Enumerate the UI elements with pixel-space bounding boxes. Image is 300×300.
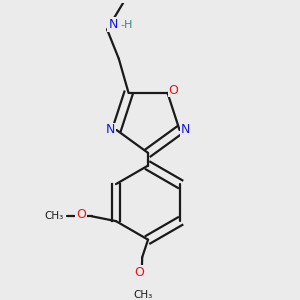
Text: -H: -H <box>120 20 133 30</box>
Text: N: N <box>106 124 116 136</box>
Text: CH₃: CH₃ <box>134 290 153 300</box>
Text: O: O <box>168 83 178 97</box>
Text: O: O <box>76 208 86 221</box>
Text: N: N <box>108 18 118 31</box>
Text: O: O <box>134 266 144 279</box>
Text: N: N <box>181 124 190 136</box>
Text: CH₃: CH₃ <box>44 211 63 221</box>
